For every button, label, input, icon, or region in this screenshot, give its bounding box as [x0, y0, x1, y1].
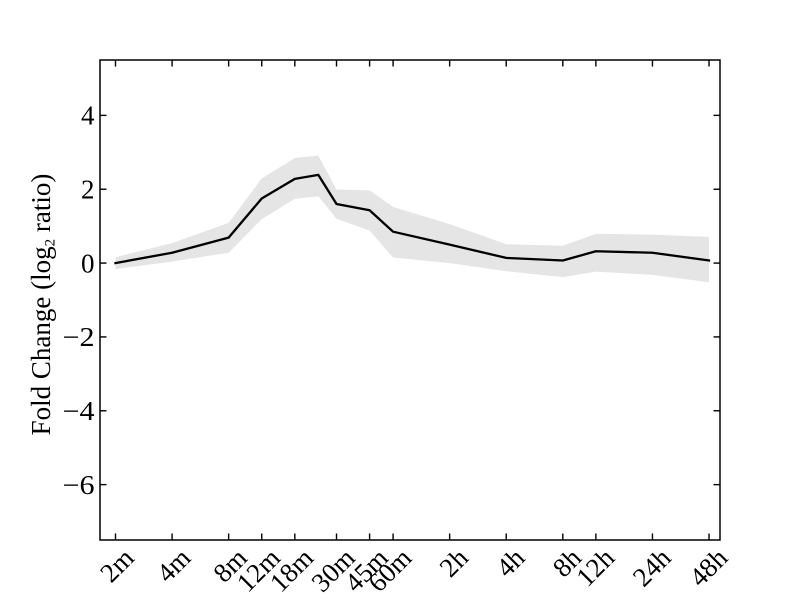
svg-text:−4: −4: [63, 396, 96, 426]
svg-text:−2: −2: [63, 322, 95, 352]
svg-text:Fold Change (log2 ratio): Fold Change (log2 ratio): [26, 174, 59, 436]
svg-text:4: 4: [81, 101, 95, 131]
svg-text:−6: −6: [63, 470, 95, 500]
svg-text:0: 0: [81, 248, 95, 278]
svg-text:2: 2: [81, 174, 95, 204]
